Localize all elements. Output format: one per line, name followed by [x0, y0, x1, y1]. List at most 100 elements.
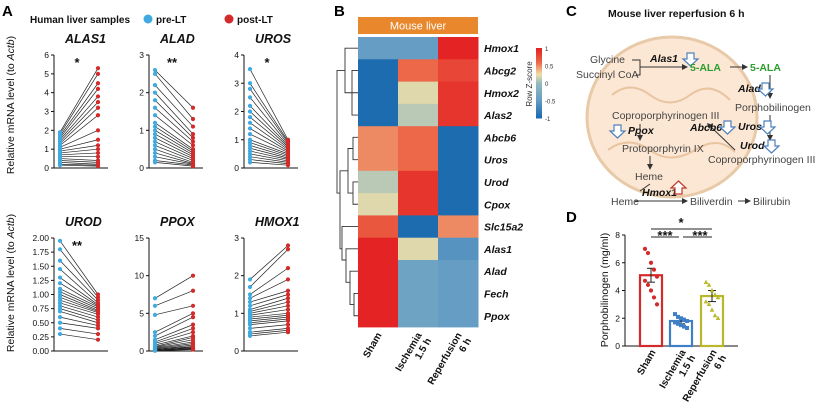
paired-charts: ALAS1 * 0 1 2 3 4 5 6 ALAD ** 0 1 2 3 UROS * 0 1 2 3 4 UROD ** 0… — [32, 32, 299, 356]
heatmap-cell — [438, 81, 479, 105]
pre-point — [247, 109, 253, 114]
pair-line — [154, 133, 194, 156]
bar-point — [673, 312, 677, 317]
pair-line — [59, 294, 99, 311]
post-point — [95, 66, 101, 71]
heatmap-cell — [358, 237, 399, 261]
pair-line — [249, 301, 289, 312]
pair-line — [154, 92, 194, 135]
pair-line — [59, 260, 99, 301]
chart-title: UROS — [255, 32, 292, 46]
pair-line — [59, 291, 99, 309]
scale-swatch — [536, 60, 542, 63]
paired-chart-ppox: PPOX 0 5 10 15 — [135, 215, 203, 356]
pair-line — [154, 160, 194, 166]
heatmap-cell — [438, 148, 479, 172]
pair-line — [59, 114, 99, 146]
pair-line — [154, 328, 194, 343]
pre-point — [57, 309, 63, 314]
y-tick-label: 0.50 — [32, 318, 49, 328]
post-point — [285, 292, 291, 297]
pair-line — [249, 156, 289, 163]
bar-y-tick-label: 6 — [615, 258, 620, 268]
post-point — [190, 143, 196, 148]
heatmap-cell — [358, 170, 399, 194]
pre-point — [247, 132, 253, 137]
pair-line — [154, 339, 194, 348]
pathway-title: Mouse liver reperfusion 6 h — [608, 8, 745, 20]
pre-point — [152, 330, 158, 335]
pair-line — [59, 130, 99, 148]
pair-line — [59, 83, 99, 137]
heatmap-cell — [398, 215, 439, 239]
scale-swatch — [536, 70, 542, 73]
pre-point — [57, 275, 63, 280]
heme-cyto: Heme — [611, 196, 639, 208]
pair-line — [249, 116, 289, 149]
pair-line — [154, 99, 194, 139]
pair-line — [154, 331, 194, 344]
paired-chart-uros: UROS * 0 1 2 3 4 — [234, 32, 298, 173]
legend-title: Human liver samples — [30, 15, 130, 26]
bar-y-tick-label: 2 — [615, 313, 620, 323]
y-tick-label: 1.75 — [32, 247, 49, 257]
y-tick-label: 2 — [139, 88, 144, 98]
pair-line — [249, 133, 289, 153]
post-point — [190, 330, 196, 335]
y-tick-label: 0 — [234, 163, 239, 173]
scale-swatch — [536, 95, 542, 98]
pair-line — [154, 152, 194, 164]
bar-point — [706, 301, 712, 307]
pair-line — [59, 107, 99, 144]
pre-point — [247, 299, 253, 305]
pair-line — [154, 107, 194, 142]
y-tick-label: 0.25 — [32, 332, 49, 342]
post-point — [95, 128, 101, 133]
scale-swatch — [536, 53, 542, 56]
ylabel-row2-suffix: ) — [5, 214, 17, 218]
y-tick-label: 2 — [234, 271, 239, 281]
pair-line — [249, 153, 289, 162]
pair-line — [59, 158, 99, 161]
pre-point — [152, 160, 158, 165]
y-tick-label: 0 — [234, 346, 239, 356]
scale-swatch — [536, 104, 542, 107]
pair-line — [154, 341, 194, 349]
ppox-gene: Ppox — [628, 125, 655, 137]
mito-cristae-1 — [611, 86, 731, 104]
bar-point — [673, 320, 677, 325]
heme-mito: Heme — [635, 171, 663, 183]
post-point — [285, 296, 291, 301]
pair-line — [59, 311, 99, 324]
pair-line — [59, 249, 99, 298]
post-point — [285, 299, 291, 305]
y-tick-label: 1.50 — [32, 261, 49, 271]
hmox1-up-arrow-icon — [669, 180, 688, 195]
heatmap-row-label: Hmox1 — [484, 43, 519, 55]
dendro-branch — [352, 136, 358, 161]
alas1-gene: Alas1 — [649, 53, 678, 65]
pre-point — [247, 86, 253, 91]
heatmap-row-label: Abcg2 — [483, 65, 516, 77]
pre-point — [57, 315, 63, 320]
y-tick-label: 1 — [234, 308, 239, 318]
pair-line — [249, 145, 289, 158]
bar-point — [654, 302, 660, 307]
y-tick-label: 4 — [44, 88, 49, 98]
scale-swatch — [536, 83, 542, 86]
pair-line — [154, 347, 194, 351]
heatmap-cell — [398, 170, 439, 194]
pre-point — [247, 284, 253, 290]
pre-point — [57, 331, 63, 337]
pair-line — [154, 122, 194, 150]
post-point — [95, 113, 101, 118]
scale-swatch — [536, 84, 542, 87]
dendro-branch — [352, 181, 358, 205]
heatmap-cell — [398, 193, 439, 216]
pair-line — [249, 150, 289, 160]
post-point — [190, 124, 196, 129]
scale-swatch — [536, 74, 542, 77]
pair-line — [249, 312, 289, 318]
pre-point — [247, 292, 253, 297]
